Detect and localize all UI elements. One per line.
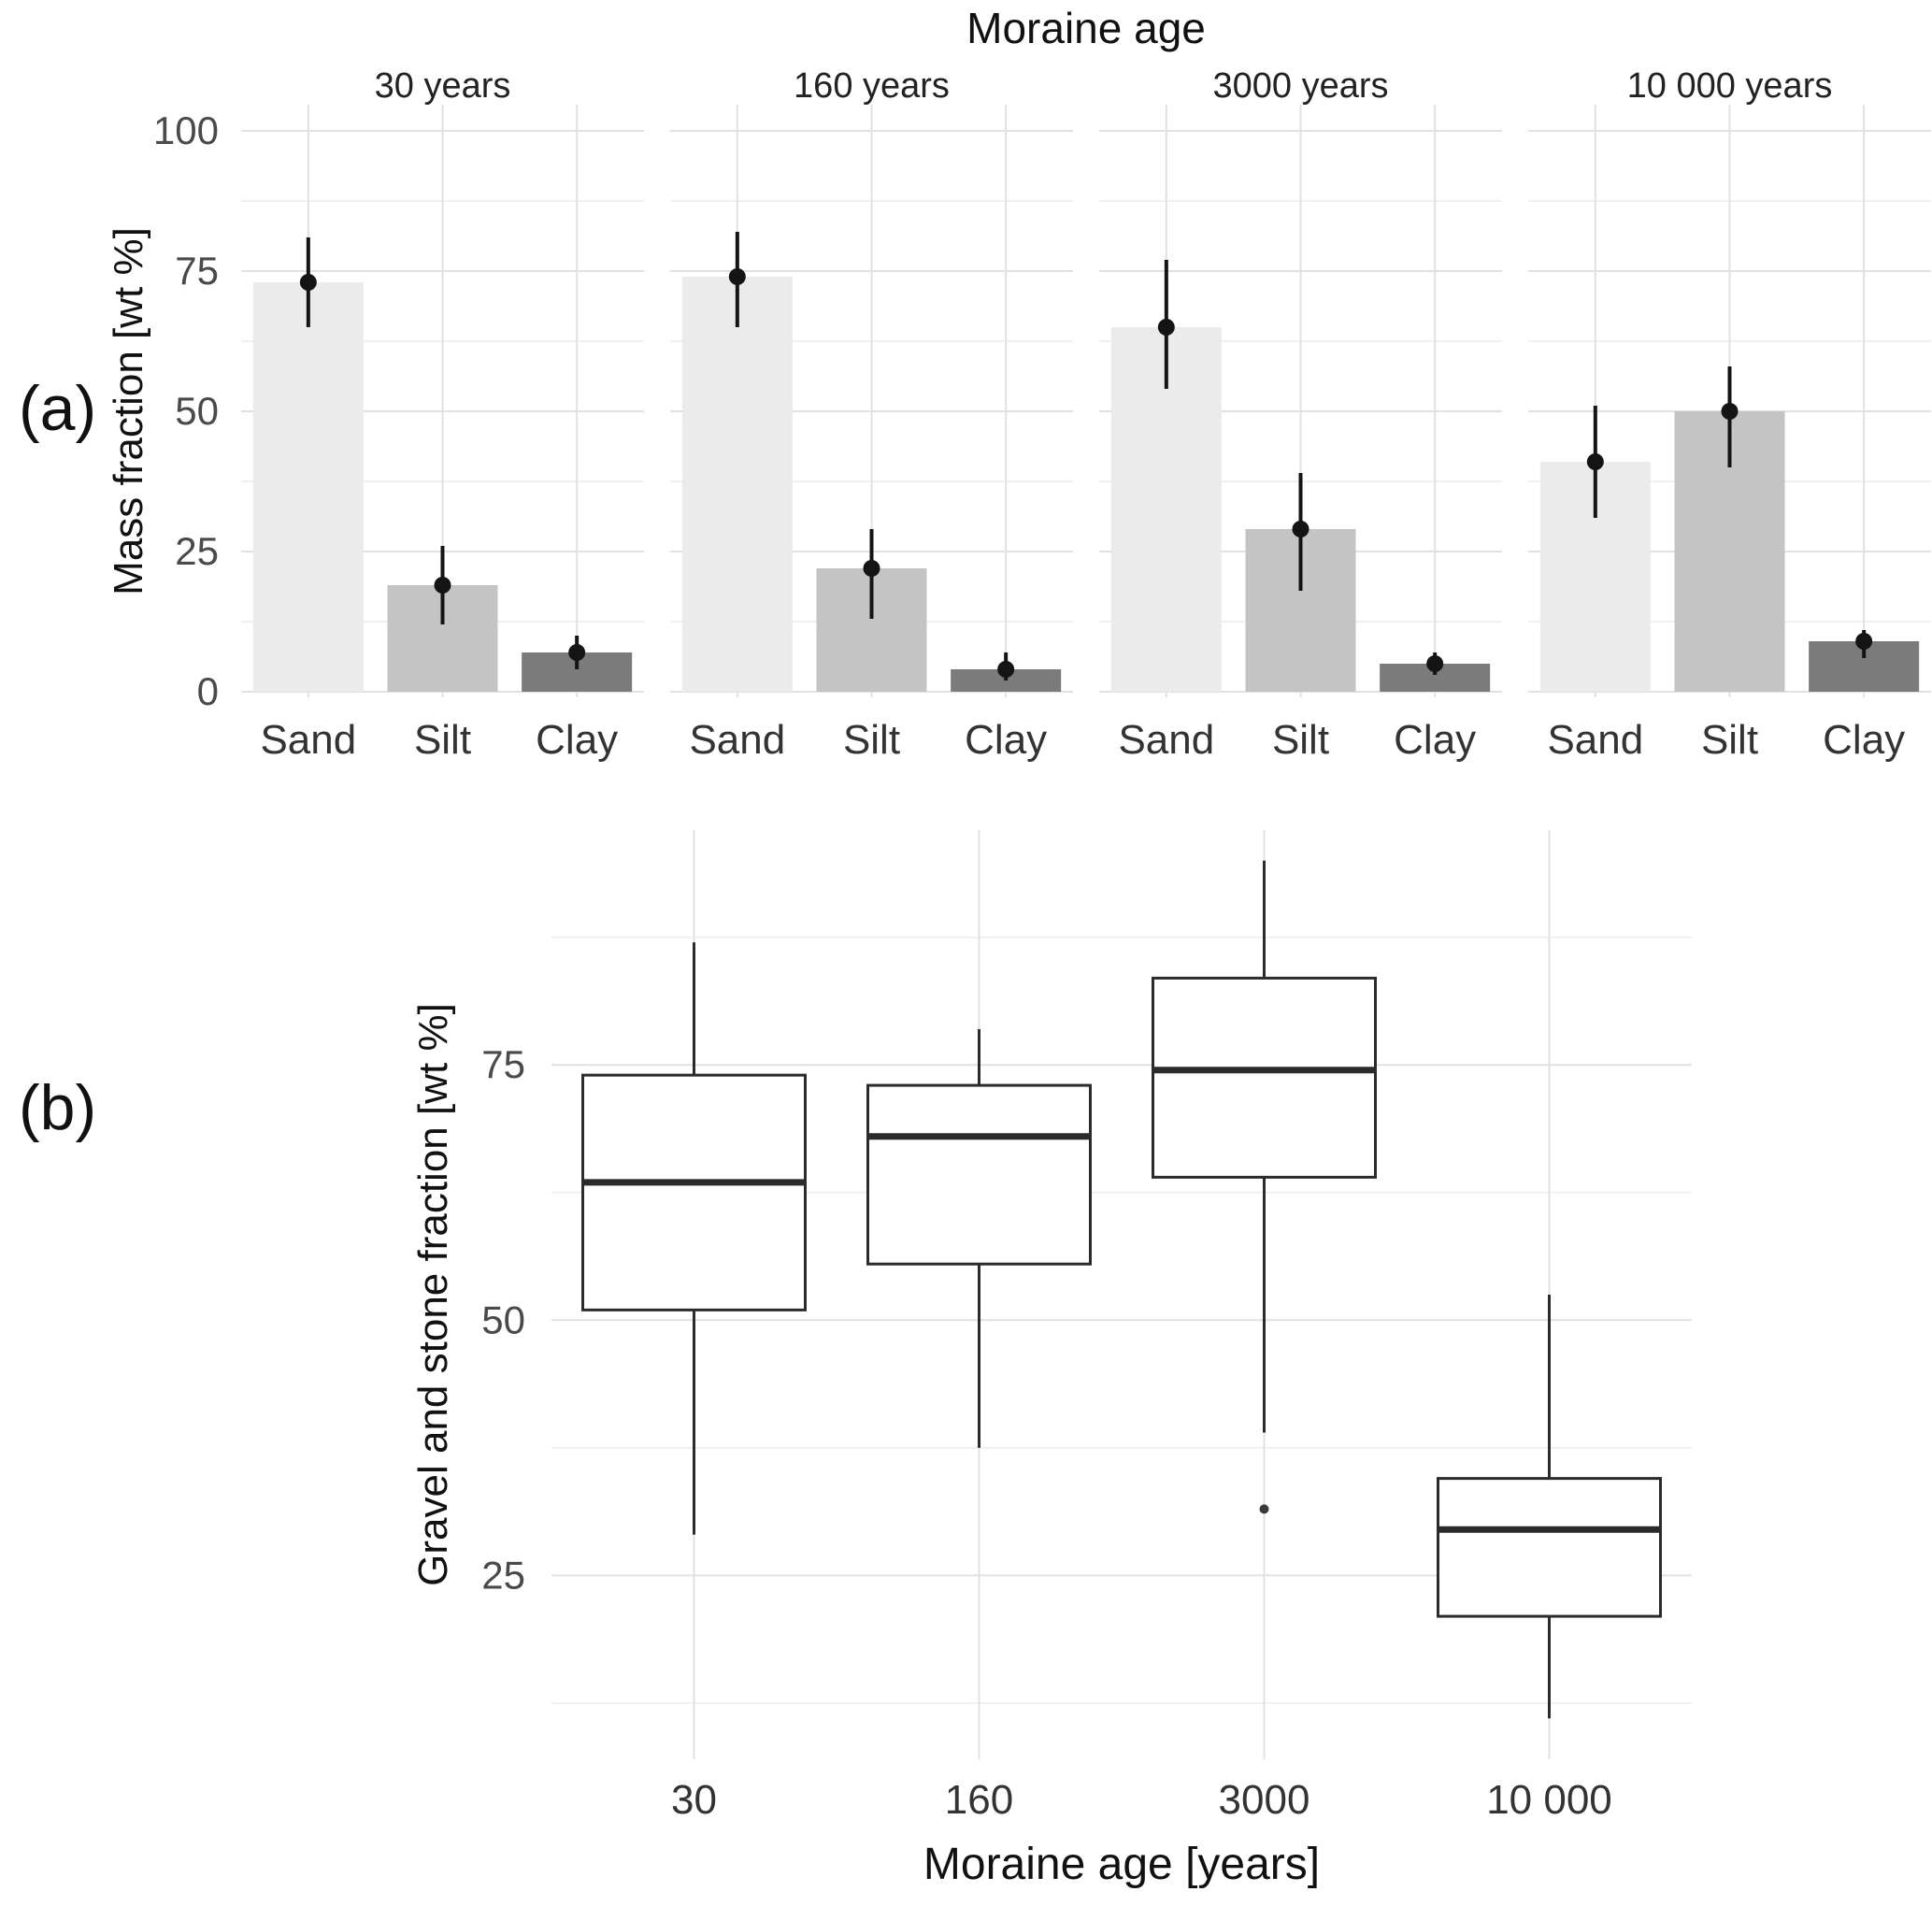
svg-text:Sand: Sand	[689, 717, 785, 763]
svg-text:3000: 3000	[1219, 1777, 1310, 1823]
panel-b-label: (b)	[19, 1072, 97, 1143]
svg-text:0: 0	[197, 669, 219, 713]
svg-text:Clay: Clay	[1823, 717, 1905, 763]
svg-text:Sand: Sand	[1547, 717, 1643, 763]
svg-text:Clay: Clay	[965, 717, 1047, 763]
svg-text:Silt: Silt	[1701, 717, 1758, 763]
svg-text:25: 25	[481, 1553, 525, 1597]
svg-text:25: 25	[175, 529, 219, 573]
svg-text:Gravel and stone fraction [wt: Gravel and stone fraction [wt %]	[410, 1003, 456, 1586]
panel-a-label: (a)	[19, 373, 97, 444]
svg-text:50: 50	[175, 389, 219, 433]
svg-text:Sand: Sand	[1118, 717, 1214, 763]
svg-text:100: 100	[153, 108, 219, 152]
svg-text:75: 75	[175, 249, 219, 293]
svg-text:Moraine age [years]: Moraine age [years]	[923, 1840, 1320, 1889]
svg-text:3000 years: 3000 years	[1212, 66, 1388, 106]
svg-text:Silt: Silt	[1272, 717, 1329, 763]
svg-text:Sand: Sand	[260, 717, 356, 763]
svg-text:30 years: 30 years	[375, 66, 511, 106]
svg-text:Moraine age: Moraine age	[966, 4, 1206, 52]
svg-text:Mass fraction [wt %]: Mass fraction [wt %]	[106, 227, 151, 595]
svg-text:75: 75	[481, 1042, 525, 1086]
svg-text:50: 50	[481, 1297, 525, 1341]
svg-text:160: 160	[945, 1777, 1013, 1823]
svg-text:160 years: 160 years	[794, 66, 950, 106]
svg-text:10 000: 10 000	[1486, 1777, 1612, 1823]
faceted-bar-chart-mass-fraction: Moraine age Mass fraction [wt %] 0 25 50 75 10…	[106, 4, 1931, 763]
boxplot-gravel-stone-fraction: Gravel and stone fraction [wt %] 25 50 75 30…	[410, 830, 1692, 1889]
svg-text:10 000 years: 10 000 years	[1627, 66, 1833, 106]
svg-text:Silt: Silt	[843, 717, 900, 763]
svg-text:Clay: Clay	[536, 717, 618, 763]
svg-text:30: 30	[671, 1777, 717, 1823]
svg-text:Silt: Silt	[414, 717, 471, 763]
svg-text:Clay: Clay	[1394, 717, 1476, 763]
